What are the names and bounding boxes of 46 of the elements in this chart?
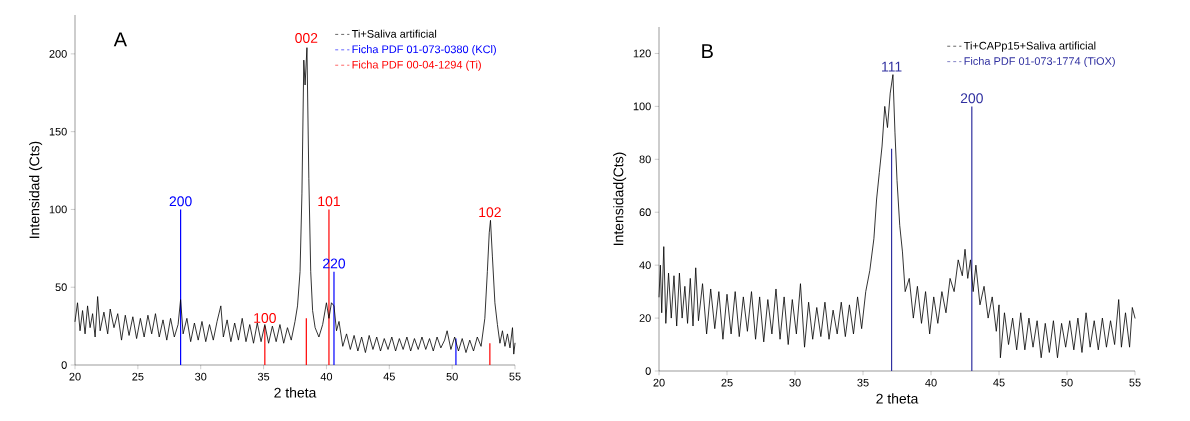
x-tick-label: 30 — [789, 378, 801, 387]
x-axis-title: 2 theta — [876, 393, 919, 404]
annotation: 100 — [254, 313, 276, 323]
y-tick-label: 50 — [55, 283, 67, 292]
x-tick-label: 45 — [993, 378, 1005, 387]
y-axis-title: Intensidad(Cts) — [613, 152, 627, 246]
x-tick-label: 25 — [721, 378, 733, 387]
x-tick-label: 30 — [195, 372, 207, 381]
x-tick-label: 20 — [69, 372, 81, 381]
legend-label: Ficha PDF 00-04-1294 (Ti) — [352, 60, 481, 71]
y-tick-label: 80 — [639, 155, 651, 164]
x-tick-label: 50 — [446, 372, 458, 381]
y-tick-label: 0 — [61, 361, 67, 369]
y-tick-label: 150 — [49, 127, 67, 136]
legend-label: Ficha PDF 01-073-1774 (TiOX) — [964, 56, 1115, 68]
y-tick-label: 20 — [639, 314, 651, 322]
annotation: A — [113, 32, 127, 47]
x-tick-label: 40 — [320, 372, 333, 381]
y-tick-label: 120 — [633, 49, 651, 58]
y-tick-label: 100 — [633, 102, 651, 111]
x-tick-label: 55 — [509, 372, 521, 381]
annotation: 200 — [169, 196, 192, 207]
legend-label: Ti+CAPp15+Saliva artificial — [963, 41, 1096, 52]
x-tick-label: 35 — [257, 372, 270, 381]
y-axis-title: Intensidad (Cts) — [29, 141, 43, 238]
annotation: 002 — [295, 33, 318, 43]
legend-label: Ti+Saliva artificial — [351, 29, 437, 38]
annotation: 111 — [882, 61, 902, 72]
annotation: 200 — [960, 93, 983, 104]
x-tick-label: 25 — [132, 372, 144, 381]
legend-label: Ficha PDF 01-073-0380 (KCl) — [352, 45, 496, 56]
x-tick-label: 20 — [653, 378, 665, 387]
y-tick-label: 60 — [639, 208, 651, 217]
y-tick-label: 100 — [49, 205, 67, 214]
annotation: B — [702, 44, 713, 58]
x-tick-label: 45 — [383, 372, 395, 381]
x-tick-label: 35 — [857, 378, 869, 387]
x-tick-label: 50 — [1061, 378, 1073, 387]
y-tick-label: 200 — [49, 50, 67, 58]
y-tick-label: 0 — [645, 367, 651, 375]
x-axis-title: 2 theta — [274, 387, 317, 398]
x-tick-label: 55 — [1129, 378, 1141, 387]
x-tick-label: 40 — [925, 378, 937, 387]
annotation: 102 — [479, 207, 501, 218]
y-tick-label: 40 — [639, 261, 651, 270]
annotation: 101 — [318, 196, 340, 207]
